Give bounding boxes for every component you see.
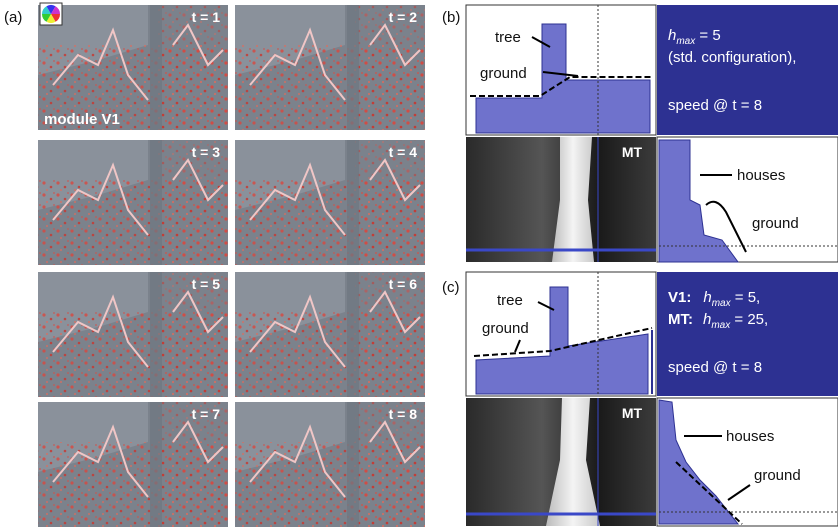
trunk — [347, 272, 359, 397]
info-text: (std. configuration), — [668, 49, 796, 66]
sub: max — [676, 36, 696, 47]
trunk — [347, 5, 359, 130]
image-label: MT — [622, 405, 643, 421]
frame-label: t = 4 — [389, 144, 418, 160]
frame-label: t = 7 — [192, 406, 221, 422]
label: V1: — [668, 289, 691, 306]
annotation: tree — [495, 29, 521, 46]
frame-label: t = 8 — [389, 406, 418, 422]
annotation: houses — [726, 428, 774, 445]
flow-frame: t = 4 — [235, 140, 425, 265]
trunk — [150, 140, 162, 265]
flow-frame: t = 8 — [235, 402, 425, 527]
var: h — [668, 27, 676, 44]
info-text: speed @ t = 8 — [668, 97, 762, 114]
annotation: ground — [480, 65, 527, 82]
var: h — [703, 311, 711, 328]
annotation: houses — [737, 167, 785, 184]
depth-image: MT — [466, 398, 656, 526]
trunk — [347, 402, 359, 527]
trunk — [150, 272, 162, 397]
frame-label: t = 2 — [389, 9, 418, 25]
frame-label: t = 5 — [192, 276, 221, 292]
frame-label: t = 1 — [192, 9, 221, 25]
depth-image: MT — [466, 137, 656, 262]
image-label: MT — [622, 144, 643, 160]
profile-plot: tree ground — [466, 272, 656, 396]
info-box — [657, 5, 838, 135]
figure: (a) t = 1t = 2t = 3t = 4t = 5t = 6t = 7t… — [0, 0, 838, 529]
sub: max — [712, 298, 732, 309]
panel-label: (c) — [442, 279, 460, 296]
module-label: module V1 — [44, 111, 120, 128]
annotation: tree — [497, 292, 523, 309]
frame-label: t = 6 — [389, 276, 418, 292]
side-profile: houses ground — [657, 398, 838, 526]
value: = 25, — [730, 311, 768, 328]
trunk — [347, 140, 359, 265]
color-wheel — [40, 3, 62, 25]
flow-frame: t = 5 — [38, 272, 228, 397]
annotation: ground — [482, 320, 529, 337]
side-profile: houses ground — [657, 137, 838, 262]
panel-label: (a) — [4, 9, 22, 26]
flow-frame: t = 2 — [235, 5, 425, 130]
panel-label: (b) — [442, 9, 460, 26]
info-text: speed @ t = 8 — [668, 359, 762, 376]
flow-frame: t = 7 — [38, 402, 228, 527]
flow-frame: t = 6 — [235, 272, 425, 397]
value: = 5, — [731, 289, 761, 306]
trunk — [150, 402, 162, 527]
label: MT: — [668, 311, 693, 328]
annotation: ground — [752, 215, 799, 232]
annotation: ground — [754, 467, 801, 484]
var: h — [703, 289, 711, 306]
frame-label: t = 3 — [192, 144, 221, 160]
flow-frame: t = 3 — [38, 140, 228, 265]
profile-plot: tree ground — [466, 5, 656, 135]
sub: max — [711, 320, 731, 331]
frame-grid: t = 1 t = 2 t = 3 t = 4 t = 5 t = 6 t = 7 t = 8… — [38, 3, 425, 527]
trunk — [150, 5, 162, 130]
value: = 5 — [695, 27, 720, 44]
